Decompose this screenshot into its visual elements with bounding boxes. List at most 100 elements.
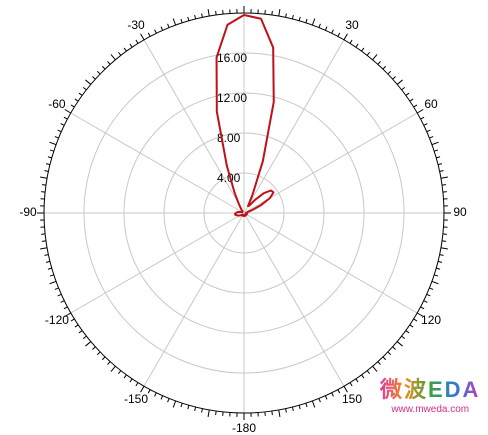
- minor-tick: [78, 330, 83, 334]
- minor-tick: [154, 392, 157, 397]
- minor-tick: [201, 408, 203, 413]
- minor-tick: [440, 247, 448, 250]
- grid-spoke: [70, 112, 245, 214]
- angle-tick-label: -120: [45, 313, 69, 327]
- minor-tick: [140, 33, 145, 41]
- minor-tick: [82, 335, 87, 339]
- angle-tick-label: 0: [241, 0, 248, 3]
- minor-tick: [441, 184, 447, 186]
- grid-spoke: [243, 39, 345, 214]
- minor-tick: [436, 267, 441, 270]
- minor-tick: [60, 123, 65, 126]
- minor-tick: [207, 9, 210, 17]
- minor-tick: [413, 318, 418, 322]
- minor-tick: [416, 312, 424, 317]
- minor-tick: [285, 408, 287, 413]
- minor-tick: [396, 79, 403, 85]
- minor-tick: [57, 293, 62, 297]
- minor-tick: [366, 370, 370, 375]
- angle-tick-label: -150: [124, 392, 148, 406]
- minor-tick: [291, 14, 294, 20]
- minor-tick: [41, 240, 47, 242]
- minor-tick: [135, 382, 139, 387]
- minor-tick: [429, 287, 434, 290]
- minor-tick: [70, 318, 75, 322]
- radial-tick-label: 16.00: [217, 51, 247, 65]
- minor-tick: [318, 398, 321, 403]
- minor-tick: [45, 260, 51, 263]
- minor-tick: [78, 92, 83, 96]
- minor-tick: [311, 18, 316, 26]
- minor-tick: [110, 54, 116, 61]
- minor-tick: [431, 141, 439, 146]
- minor-tick: [54, 287, 59, 290]
- minor-tick: [194, 14, 197, 20]
- pattern-line: [215, 14, 275, 217]
- minor-tick: [135, 39, 139, 44]
- watermark-url: www.mweda.com: [391, 404, 470, 415]
- minor-tick: [74, 98, 79, 102]
- minor-tick: [361, 47, 365, 52]
- minor-tick: [82, 87, 87, 91]
- minor-tick: [298, 16, 301, 21]
- minor-tick: [349, 382, 353, 387]
- minor-tick: [401, 87, 406, 91]
- minor-tick: [324, 395, 328, 400]
- minor-tick: [85, 341, 92, 347]
- minor-tick: [96, 70, 101, 75]
- minor-tick: [180, 18, 183, 23]
- minor-tick: [436, 156, 441, 159]
- minor-tick: [431, 280, 439, 285]
- minor-tick: [423, 300, 428, 303]
- angle-tick-label: -90: [19, 205, 37, 219]
- minor-tick: [172, 18, 177, 26]
- angle-tick-label: -60: [48, 97, 66, 111]
- minor-tick: [366, 51, 370, 56]
- minor-tick: [40, 176, 48, 179]
- minor-tick: [278, 409, 281, 417]
- minor-tick: [343, 33, 348, 41]
- minor-tick: [40, 247, 48, 250]
- minor-tick: [409, 98, 414, 102]
- minor-tick: [440, 176, 448, 179]
- angle-tick-label: -30: [127, 18, 145, 32]
- radial-tick-label: 4.00: [217, 171, 241, 185]
- minor-tick: [47, 156, 52, 159]
- minor-tick: [123, 374, 127, 379]
- minor-tick: [387, 351, 392, 356]
- minor-tick: [107, 361, 111, 365]
- minor-tick: [278, 9, 281, 17]
- minor-tick: [382, 65, 387, 70]
- minor-tick: [110, 365, 116, 372]
- minor-tick: [92, 346, 96, 350]
- minor-tick: [147, 389, 151, 394]
- minor-tick: [434, 274, 439, 277]
- minor-tick: [413, 104, 418, 108]
- minor-tick: [271, 10, 273, 16]
- minor-tick: [437, 163, 443, 166]
- watermark-brand: 微波EDA: [380, 372, 480, 404]
- minor-tick: [382, 356, 387, 361]
- minor-tick: [187, 405, 190, 410]
- minor-tick: [129, 43, 133, 48]
- minor-tick: [101, 356, 106, 361]
- minor-tick: [49, 280, 57, 285]
- grid-spoke: [70, 212, 245, 314]
- minor-tick: [355, 43, 359, 48]
- minor-tick: [194, 406, 197, 412]
- minor-tick: [401, 335, 406, 339]
- minor-tick: [49, 141, 57, 146]
- minor-tick: [187, 16, 190, 21]
- minor-tick: [372, 54, 378, 61]
- minor-tick: [361, 374, 365, 379]
- minor-tick: [337, 389, 341, 394]
- minor-tick: [426, 129, 431, 133]
- minor-tick: [129, 378, 133, 383]
- minor-tick: [405, 330, 410, 334]
- minor-tick: [167, 23, 170, 28]
- minor-tick: [44, 254, 49, 256]
- minor-tick: [416, 109, 424, 114]
- minor-tick: [123, 47, 127, 52]
- minor-tick: [45, 163, 51, 166]
